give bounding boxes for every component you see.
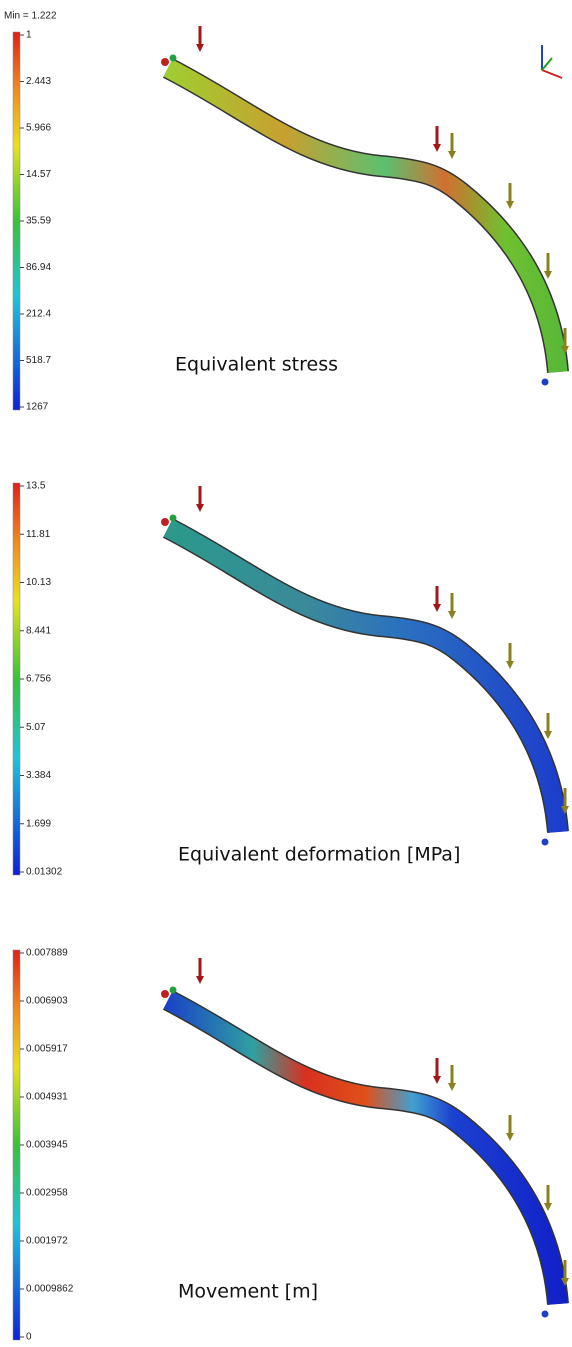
load-arrow-head <box>448 611 456 619</box>
tick-label: 14.57 <box>26 169 51 180</box>
load-arrow-head <box>506 201 514 209</box>
caption: Movement [m] <box>178 1281 318 1303</box>
tick-label: 0.004931 <box>26 1092 68 1103</box>
tick-label: 0.0009862 <box>26 1284 74 1295</box>
tick-label: 35.59 <box>26 216 51 227</box>
tick-label: 0.003945 <box>26 1140 68 1151</box>
result-panel: 0.007889 0.006903 0.005917 0.004931 0.003945… <box>12 948 569 1343</box>
tick-label: 6.756 <box>26 674 51 685</box>
tick-label: 5.966 <box>26 123 51 134</box>
tick-label: 0.002958 <box>26 1188 68 1199</box>
load-arrow-head <box>196 504 204 512</box>
load-arrow-head <box>561 346 569 354</box>
load-arrow-head <box>561 806 569 814</box>
support <box>169 54 177 62</box>
tick-label: 8.441 <box>26 625 51 636</box>
color-bar <box>12 31 21 411</box>
tick-label: 0.005917 <box>26 1044 68 1055</box>
tick-label: 86.94 <box>26 262 51 273</box>
load-arrow-head <box>196 44 204 52</box>
tick-label: 1 <box>26 30 32 41</box>
support <box>161 58 169 66</box>
tick-label: 1267 <box>26 402 49 413</box>
support <box>161 990 169 998</box>
support <box>541 838 549 846</box>
tick-label: 1.699 <box>26 818 51 829</box>
tick-label: 212.4 <box>26 309 51 320</box>
result-panel: Min = 1.222 1 2.443 5.966 14.57 35.59 86.94 212… <box>4 11 569 413</box>
tick-label: 5.07 <box>26 722 46 733</box>
tick-label: 3.384 <box>26 770 51 781</box>
min-label: Min = 1.222 <box>4 11 57 22</box>
tick-label: 11.81 <box>26 529 51 540</box>
support <box>541 378 549 386</box>
tick-label: 13.5 <box>26 481 46 492</box>
beam-body <box>163 519 568 833</box>
load-arrow-head <box>448 1083 456 1091</box>
result-panel: 13.5 11.81 10.13 8.441 6.756 5.07 3.384 1.699 0.… <box>12 481 569 878</box>
beam <box>161 958 569 1318</box>
tick-label: 0.001972 <box>26 1236 68 1247</box>
support <box>169 986 177 994</box>
load-arrow-head <box>448 151 456 159</box>
caption: Equivalent stress <box>175 354 338 376</box>
load-arrow-head <box>433 144 441 152</box>
tick-label: 0 <box>26 1332 32 1342</box>
load-arrow-head <box>544 1203 552 1211</box>
beam-body <box>163 59 568 373</box>
caption: Equivalent deformation [MPa] <box>178 844 460 866</box>
tick-label: 2.443 <box>26 76 51 87</box>
load-arrow-head <box>433 604 441 612</box>
color-bar <box>12 949 21 1341</box>
load-arrow-head <box>544 271 552 279</box>
load-arrow-head <box>196 976 204 984</box>
color-bar <box>12 482 21 876</box>
tick-label: 518.7 <box>26 355 51 366</box>
support <box>161 518 169 526</box>
beam-body <box>163 991 568 1305</box>
beam <box>161 26 569 386</box>
load-arrow-head <box>433 1076 441 1084</box>
load-arrow-head <box>544 731 552 739</box>
tick-label: 0.007889 <box>26 948 68 959</box>
tick-label: 0.01302 <box>26 867 63 878</box>
support <box>169 514 177 522</box>
axis-triad <box>541 45 563 79</box>
beam <box>161 486 569 846</box>
tick-label: 0.006903 <box>26 996 68 1007</box>
tick-label: 10.13 <box>26 577 51 588</box>
support <box>541 1310 549 1318</box>
load-arrow-head <box>561 1278 569 1286</box>
load-arrow-head <box>506 1133 514 1141</box>
load-arrow-head <box>506 661 514 669</box>
